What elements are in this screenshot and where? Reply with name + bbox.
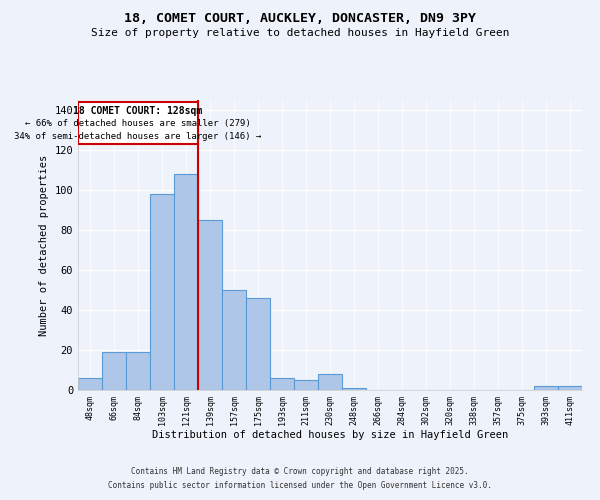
- Bar: [78, 102, 198, 144]
- Bar: [222, 290, 246, 390]
- Bar: [294, 380, 318, 390]
- Text: Contains HM Land Registry data © Crown copyright and database right 2025.: Contains HM Land Registry data © Crown c…: [131, 467, 469, 476]
- Text: 34% of semi-detached houses are larger (146) →: 34% of semi-detached houses are larger (…: [14, 132, 262, 141]
- Bar: [270, 378, 294, 390]
- Bar: [534, 386, 558, 390]
- Bar: [318, 374, 342, 390]
- Text: ← 66% of detached houses are smaller (279): ← 66% of detached houses are smaller (27…: [25, 119, 251, 128]
- X-axis label: Distribution of detached houses by size in Hayfield Green: Distribution of detached houses by size …: [152, 430, 508, 440]
- Bar: [150, 194, 174, 390]
- Bar: [78, 378, 102, 390]
- Text: 18 COMET COURT: 128sqm: 18 COMET COURT: 128sqm: [73, 106, 203, 116]
- Bar: [558, 386, 582, 390]
- Y-axis label: Number of detached properties: Number of detached properties: [39, 154, 49, 336]
- Bar: [126, 352, 150, 390]
- Bar: [246, 298, 270, 390]
- Bar: [102, 352, 126, 390]
- Text: Contains public sector information licensed under the Open Government Licence v3: Contains public sector information licen…: [108, 481, 492, 490]
- Bar: [174, 174, 198, 390]
- Bar: [198, 220, 222, 390]
- Text: 18, COMET COURT, AUCKLEY, DONCASTER, DN9 3PY: 18, COMET COURT, AUCKLEY, DONCASTER, DN9…: [124, 12, 476, 26]
- Text: Size of property relative to detached houses in Hayfield Green: Size of property relative to detached ho…: [91, 28, 509, 38]
- Bar: [342, 388, 366, 390]
